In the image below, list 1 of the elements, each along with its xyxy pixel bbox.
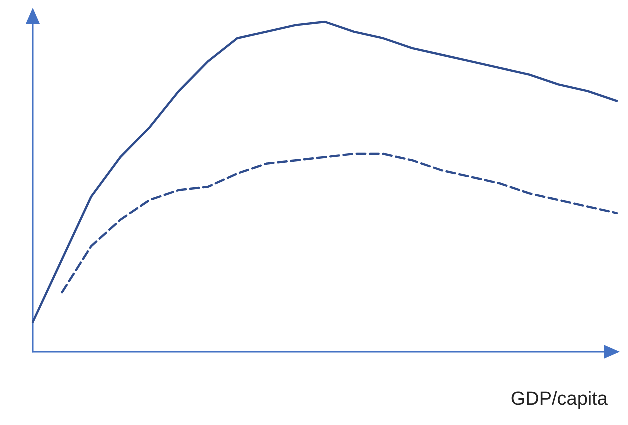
x-axis-title: GDP/capita <box>510 389 608 410</box>
